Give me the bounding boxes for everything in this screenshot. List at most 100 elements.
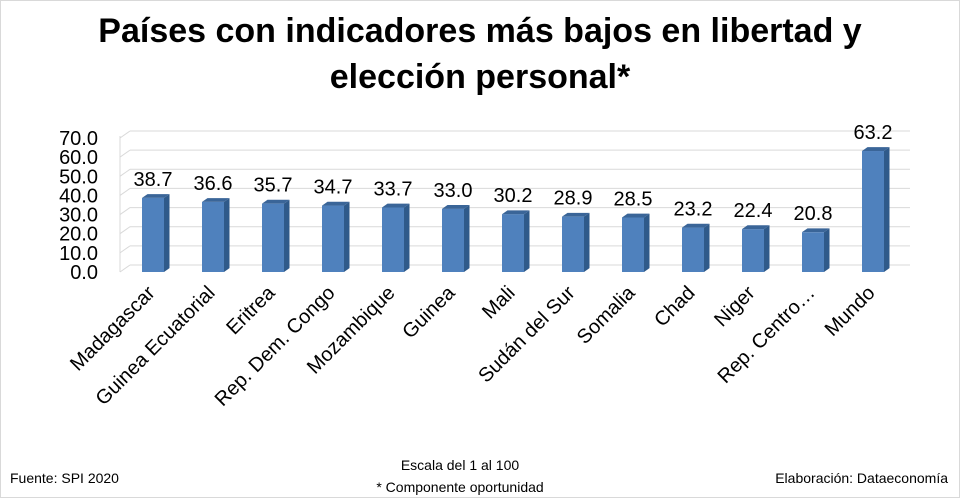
y-tick-label: 60.0 <box>59 147 98 169</box>
bar-front <box>382 207 404 272</box>
component-note: * Componente oportunidad <box>376 479 544 495</box>
bar-side <box>824 228 830 272</box>
bar-front <box>862 151 884 272</box>
scale-note: Escala del 1 al 100 * Componente oportun… <box>330 454 590 498</box>
bar-front <box>742 229 764 272</box>
bar-top <box>502 210 530 215</box>
bar <box>202 198 230 272</box>
bar-top <box>382 203 410 208</box>
bar-front <box>442 208 464 272</box>
bar-top <box>622 213 650 218</box>
data-label: 28.5 <box>614 188 653 210</box>
bar <box>382 203 410 272</box>
source-note: Fuente: SPI 2020 <box>10 470 119 486</box>
bar-top <box>262 199 290 204</box>
bar-top <box>862 147 890 152</box>
bar-front <box>202 201 224 272</box>
data-label: 22.4 <box>734 200 773 222</box>
data-label: 63.2 <box>854 122 893 144</box>
bar-side <box>344 201 350 272</box>
bar-side <box>284 199 290 272</box>
bar <box>622 213 650 272</box>
bar-front <box>622 217 644 272</box>
y-tick-label: 10.0 <box>59 243 98 265</box>
gridline-depth <box>119 264 131 273</box>
credit-note: Elaboración: Dataeconomía <box>775 470 948 486</box>
bar <box>322 201 350 272</box>
data-label: 33.7 <box>374 178 413 200</box>
x-tick-label: Mali <box>478 282 519 323</box>
bars <box>142 147 890 272</box>
bar <box>502 210 530 272</box>
bar-front <box>262 203 284 272</box>
data-label: 28.9 <box>554 188 593 210</box>
x-tick-label: Chad <box>650 282 699 331</box>
bar-front <box>502 214 524 272</box>
bar-side <box>524 210 530 272</box>
x-tick-label: Mundo <box>821 282 880 341</box>
data-label: 33.0 <box>434 180 473 202</box>
gridline-depth <box>119 168 131 177</box>
bar-top <box>802 228 830 233</box>
y-tick-label: 20.0 <box>59 224 98 246</box>
bar <box>142 194 170 272</box>
bar-top <box>202 198 230 202</box>
bar <box>682 223 710 272</box>
x-tick-label: Somalia <box>573 281 640 348</box>
x-tick-label: Eritrea <box>222 281 280 339</box>
data-label: 38.7 <box>134 169 173 191</box>
data-label: 20.8 <box>794 203 833 225</box>
gridline-depth <box>119 226 131 235</box>
bar-top <box>742 225 770 230</box>
gridline-depth <box>119 130 131 139</box>
bar-top <box>682 223 710 228</box>
bar-side <box>584 212 590 272</box>
bar-side <box>404 203 410 272</box>
chart-title: Países con indicadores más bajos en libe… <box>0 8 960 100</box>
data-label: 30.2 <box>494 185 533 207</box>
bar-front <box>142 197 164 272</box>
bar-side <box>764 225 770 272</box>
scale-text: Escala del 1 al 100 <box>400 457 520 473</box>
bar <box>262 199 290 272</box>
bar-top <box>442 204 470 209</box>
y-tick-label: 30.0 <box>59 205 98 227</box>
bar <box>862 147 890 272</box>
data-labels: 38.7 36.6 35.7 34.7 33.7 33.0 30.2 28.9 28.5 23.2… <box>134 122 893 225</box>
bar <box>742 225 770 272</box>
x-tick-label: Guinea <box>398 281 460 343</box>
gridline-depth <box>119 245 131 254</box>
bar-side <box>644 213 650 272</box>
data-label: 34.7 <box>314 177 353 199</box>
bar-side <box>884 147 890 272</box>
gridline-depth <box>119 149 131 158</box>
bar-front <box>802 232 824 272</box>
y-tick-label: 70.0 <box>59 128 98 150</box>
y-tick-label: 40.0 <box>59 185 98 207</box>
x-tick-label: Niger <box>710 282 760 332</box>
chart-title-line2: elección personal* <box>329 58 631 96</box>
bar <box>442 204 470 272</box>
bar-side <box>704 223 710 272</box>
bar <box>802 228 830 272</box>
y-axis-ticks: 0.010.020.030.040.050.060.070.0 <box>59 128 98 284</box>
bar-side <box>224 198 230 272</box>
bar-side <box>164 194 170 272</box>
bar-front <box>682 227 704 272</box>
bar-front <box>562 216 584 272</box>
data-label: 36.6 <box>194 173 233 195</box>
data-label: 23.2 <box>674 199 713 221</box>
y-tick-label: 0.0 <box>70 262 98 284</box>
chart-title-line1: Países con indicadores más bajos en libe… <box>98 12 862 50</box>
bar-front <box>322 205 344 272</box>
bar-top <box>562 212 590 217</box>
bar <box>562 212 590 272</box>
gridline-depth <box>119 188 131 196</box>
bar-side <box>464 204 470 272</box>
gridline-depth <box>119 207 131 215</box>
bar-top <box>142 194 170 198</box>
bar-top <box>322 201 350 206</box>
y-tick-label: 50.0 <box>59 166 98 188</box>
